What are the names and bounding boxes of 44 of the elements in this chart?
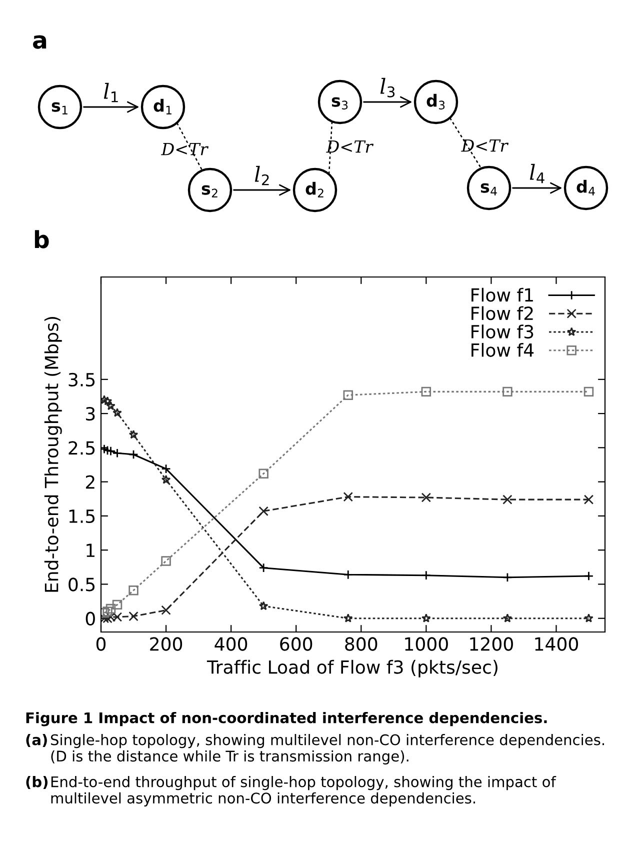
- y-tick-label: 3: [86, 407, 95, 421]
- text: l$_{4}$: [530, 164, 544, 184]
- y-tick-label: 0.5: [68, 578, 95, 592]
- x-tick-label: 0: [96, 637, 106, 651]
- text: s$_{4}$: [480, 183, 497, 196]
- x-tick-label: 1000: [405, 637, 448, 651]
- text: d$_{3}$: [426, 94, 445, 110]
- y-axis-title: End-to-end Throughput (Mbps): [44, 316, 62, 592]
- text: D<Tr: [161, 142, 209, 156]
- x-tick-label: 1200: [470, 637, 513, 651]
- text: s$_{3}$: [332, 97, 348, 110]
- text: (a): [26, 734, 47, 748]
- legend-label: Flow f4: [472, 342, 534, 357]
- y-tick-label: 2.5: [68, 441, 95, 455]
- y-tick-label: 0: [86, 612, 95, 626]
- text: l$_{1}$: [104, 82, 118, 102]
- x-tick-label: 200: [150, 637, 182, 651]
- y-tick-label: 2: [86, 475, 94, 489]
- x-axis-title: Traffic Load of Flow f3 (pkts/sec): [206, 660, 498, 678]
- x-tick-label: 1400: [535, 637, 578, 651]
- chart-title: b: [34, 230, 49, 248]
- x-tick-label: 400: [214, 637, 248, 651]
- text: s$_{1}$: [52, 102, 68, 114]
- text: d$_{1}$: [154, 98, 172, 114]
- x-tick-label: 600: [280, 637, 312, 651]
- text: l$_{3}$: [380, 78, 395, 98]
- y-tick-label: 1: [86, 544, 94, 557]
- legend-label: Flow f3: [472, 324, 534, 339]
- text: Single-hop topology, showing multilevel non-CO interference dependencies. (D is the distance while Tr is transmission range).: [50, 734, 604, 764]
- text: s$_{2}$: [202, 185, 218, 198]
- x-tick-label: 800: [345, 637, 378, 651]
- text: End-to-end throughput of single-hop topology, showing the impact of multilevel asymmetric non-CO interference dependencies.: [51, 776, 556, 806]
- text: d$_{2}$: [306, 182, 324, 198]
- legend-label: Flow f2: [472, 306, 533, 320]
- text: D<Tr: [326, 140, 374, 153]
- text: d$_{4}$: [576, 180, 595, 196]
- y-tick-label: 3.5: [68, 372, 95, 387]
- legend-label: Flow f1: [472, 288, 533, 302]
- text: l$_{2}$: [254, 166, 269, 186]
- text: (b): [26, 776, 48, 790]
- caption: Figure 1 Impact of non-coordinated interference dependencies.: [26, 712, 547, 726]
- text: D<Tr: [461, 139, 509, 152]
- y-tick-label: 1.5: [69, 510, 95, 524]
- text: a: [33, 35, 46, 49]
